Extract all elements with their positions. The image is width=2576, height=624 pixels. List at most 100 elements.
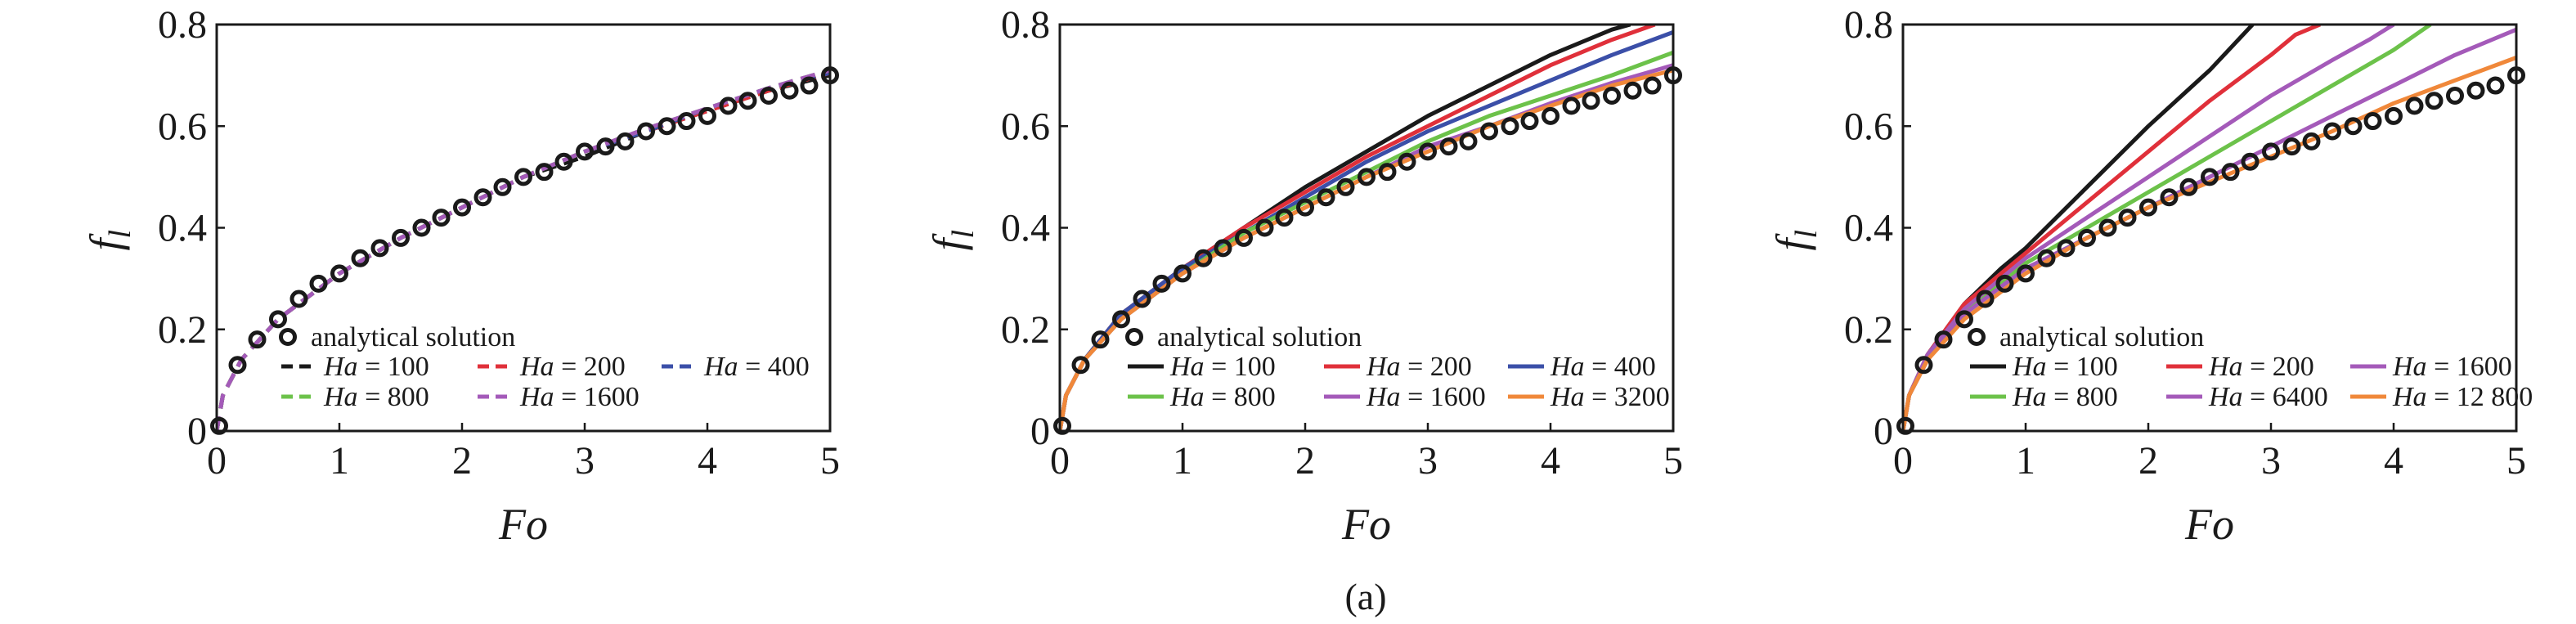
analytical-point — [2262, 142, 2280, 161]
analytical-point — [1053, 416, 1071, 435]
analytical-point — [2221, 163, 2240, 182]
analytical-point — [2139, 198, 2157, 217]
analytical-point — [1133, 290, 1151, 308]
x-tick-label: 1 — [1173, 439, 1192, 483]
figure-caption: (a) — [1344, 576, 1386, 617]
legend-analytical-marker — [1968, 328, 1986, 346]
analytical-point — [2344, 117, 2363, 136]
analytical-point — [1995, 274, 2014, 293]
analytical-point — [780, 81, 799, 100]
analytical-point — [228, 356, 247, 375]
legend-label: Ha = 200 — [1366, 352, 1472, 382]
analytical-point — [1459, 132, 1478, 150]
analytical-point — [596, 137, 615, 156]
analytical-point — [2282, 137, 2301, 156]
y-axis-title: fl — [1767, 230, 1824, 251]
x-tick-label: 4 — [1541, 439, 1560, 483]
analytical-point — [1976, 290, 1995, 308]
analytical-point — [1643, 76, 1662, 95]
y-tick-label: 0.2 — [1001, 308, 1050, 352]
series-line-ha=800 — [1903, 25, 2432, 431]
analytical-point — [1398, 152, 1416, 171]
analytical-point — [2363, 112, 2382, 131]
analytical-point — [657, 117, 676, 136]
analytical-point — [1914, 356, 1933, 375]
analytical-markers — [1896, 66, 2525, 435]
analytical-point — [1378, 163, 1397, 182]
analytical-point — [1174, 264, 1192, 283]
y-tick-label: 0.6 — [158, 105, 207, 148]
y-tick-label: 0.6 — [1001, 105, 1050, 148]
analytical-point — [1091, 330, 1110, 349]
x-tick-label: 1 — [2016, 439, 2035, 483]
y-axis-title: fl — [924, 230, 981, 251]
analytical-point — [1603, 86, 1621, 105]
x-tick-label: 0 — [1050, 439, 1070, 483]
analytical-point — [1336, 177, 1355, 196]
x-tick-label: 3 — [1418, 439, 1438, 483]
y-tick-label: 0.4 — [158, 207, 207, 250]
analytical-point — [1194, 249, 1213, 267]
analytical-point — [1934, 330, 1953, 349]
analytical-point — [2179, 177, 2198, 196]
x-tick-label: 4 — [2384, 439, 2403, 483]
analytical-point — [2160, 188, 2179, 207]
analytical-point — [1214, 239, 1232, 258]
y-tick-label: 0.2 — [158, 308, 207, 352]
y-tick-label: 0.8 — [1001, 3, 1050, 47]
legend-label: Ha = 200 — [2208, 352, 2314, 382]
x-tick-label: 0 — [207, 439, 227, 483]
legend-label: Ha = 1600 — [519, 382, 640, 412]
legend-label: Ha = 100 — [2012, 352, 2118, 382]
x-tick-label: 5 — [820, 439, 840, 483]
analytical-point — [738, 92, 757, 110]
analytical-point — [351, 249, 370, 267]
x-axis-title: Fo — [2184, 500, 2234, 549]
analytical-point — [432, 209, 451, 227]
x-tick-label: 3 — [575, 439, 595, 483]
x-tick-label: 5 — [2506, 439, 2526, 483]
analytical-point — [1152, 274, 1171, 293]
y-tick-label: 0.8 — [1844, 3, 1893, 47]
legend-analytical-label: analytical solution — [1157, 322, 1362, 352]
legend-analytical-marker — [1125, 328, 1143, 346]
plot-frame — [215, 23, 832, 433]
analytical-point — [2302, 132, 2321, 150]
analytical-point — [2098, 218, 2117, 237]
legend-label: Ha = 1600 — [2392, 352, 2512, 382]
analytical-point — [1358, 168, 1376, 186]
analytical-point — [698, 106, 716, 125]
analytical-point — [2201, 168, 2219, 186]
legend-label: Ha = 100 — [1169, 352, 1276, 382]
analytical-point — [1955, 310, 1973, 329]
series-line-ha=100 — [1060, 25, 1631, 431]
legend-label: Ha = 800 — [1169, 382, 1276, 412]
analytical-markers — [210, 66, 839, 435]
x-tick-label: 2 — [2138, 439, 2158, 483]
analytical-point — [1520, 112, 1539, 131]
analytical-point — [1501, 117, 1519, 136]
analytical-point — [392, 228, 410, 247]
legend-label: Ha = 12 800 — [2392, 382, 2533, 412]
analytical-point — [309, 274, 328, 293]
analytical-point — [2323, 122, 2341, 141]
series-line-ha=1600 — [1903, 25, 2395, 431]
legend-label: Ha = 100 — [323, 352, 429, 382]
analytical-point — [1562, 97, 1581, 115]
analytical-point — [677, 112, 696, 131]
legend-label: Ha = 800 — [323, 382, 429, 412]
y-tick-label: 0 — [1030, 410, 1050, 453]
analytical-point — [554, 152, 573, 171]
x-tick-label: 5 — [1663, 439, 1683, 483]
analytical-point — [1419, 142, 1437, 161]
analytical-point — [535, 163, 554, 182]
analytical-point — [2405, 97, 2424, 115]
legend-label: Ha = 3200 — [1550, 382, 1670, 412]
analytical-point — [637, 122, 655, 141]
analytical-point — [800, 76, 819, 95]
analytical-point — [1255, 218, 1274, 237]
y-tick-label: 0.8 — [158, 3, 207, 47]
